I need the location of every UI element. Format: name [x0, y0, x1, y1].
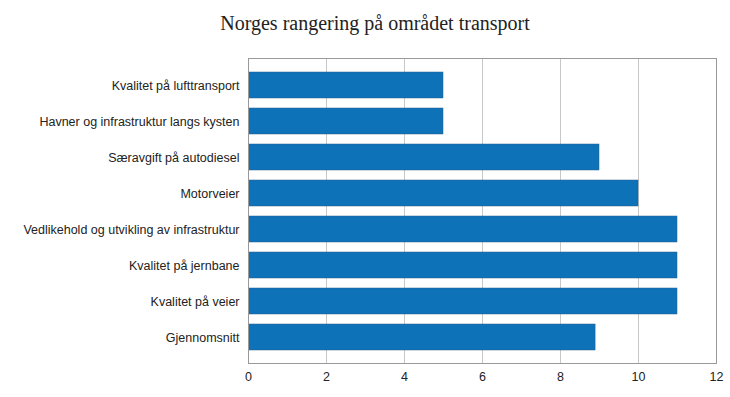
- svg-text:Havner og infrastruktur langs: Havner og infrastruktur langs kysten: [39, 115, 239, 129]
- svg-text:2: 2: [323, 370, 330, 384]
- svg-text:10: 10: [632, 370, 646, 384]
- svg-text:12: 12: [710, 370, 724, 384]
- svg-text:Kvalitet på veier: Kvalitet på veier: [151, 295, 240, 309]
- svg-text:Kvalitet på jernbane: Kvalitet på jernbane: [129, 259, 240, 273]
- svg-text:Særavgift på autodiesel: Særavgift på autodiesel: [108, 151, 239, 165]
- html-text:Norges rangering på området tr: Norges rangering på området transport: [220, 12, 530, 34]
- svg-text:6: 6: [479, 370, 486, 384]
- svg-text:Vedlikehold og utvikling av in: Vedlikehold og utvikling av infrastruktu…: [23, 223, 239, 237]
- svg-text:4: 4: [401, 370, 408, 384]
- svg-text:8: 8: [557, 370, 564, 384]
- svg-text:0: 0: [245, 370, 252, 384]
- svg-text:Gjennomsnitt: Gjennomsnitt: [166, 331, 240, 345]
- svg-text:Kvalitet på lufttransport: Kvalitet på lufttransport: [112, 79, 240, 93]
- svg-text:Motorveier: Motorveier: [180, 187, 239, 201]
